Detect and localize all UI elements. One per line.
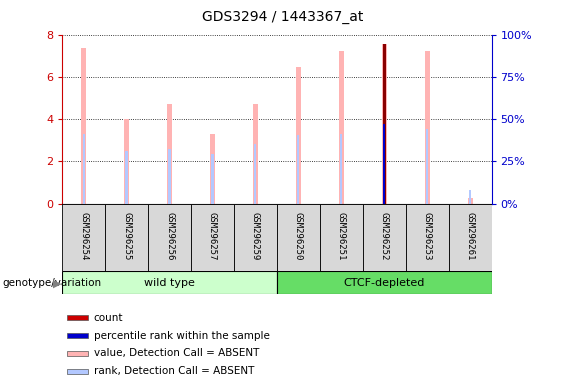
Bar [320, 204, 363, 271]
Bar [105, 204, 148, 271]
Bar [62, 271, 277, 294]
Bar [234, 204, 277, 271]
Bar [191, 204, 234, 271]
Bar [167, 104, 172, 204]
Bar [467, 198, 473, 204]
Bar [81, 48, 86, 204]
Text: CTCF-depleted: CTCF-depleted [344, 278, 425, 288]
Bar [424, 51, 430, 204]
Bar [254, 144, 257, 204]
Bar [67, 369, 88, 374]
Bar [340, 134, 342, 204]
Bar [67, 316, 88, 320]
Text: rank, Detection Call = ABSENT: rank, Detection Call = ABSENT [94, 366, 254, 376]
Text: GSM296255: GSM296255 [122, 212, 131, 260]
Text: GSM296257: GSM296257 [208, 212, 217, 260]
Text: count: count [94, 313, 123, 323]
Bar [62, 204, 105, 271]
Text: wild type: wild type [144, 278, 195, 288]
Bar [210, 134, 215, 204]
Bar [406, 204, 449, 271]
Text: percentile rank within the sample: percentile rank within the sample [94, 331, 270, 341]
Text: GSM296254: GSM296254 [79, 212, 88, 260]
Text: ▶: ▶ [53, 278, 61, 288]
Bar [426, 129, 428, 204]
Text: genotype/variation: genotype/variation [3, 278, 102, 288]
Bar [211, 154, 214, 204]
Bar [338, 51, 344, 204]
Text: GSM296251: GSM296251 [337, 212, 346, 260]
Bar [277, 204, 320, 271]
Bar [297, 135, 299, 204]
Bar [67, 333, 88, 338]
Bar [82, 134, 85, 204]
Text: GSM296250: GSM296250 [294, 212, 303, 260]
Text: GSM296253: GSM296253 [423, 212, 432, 260]
Bar [277, 271, 492, 294]
Text: value, Detection Call = ABSENT: value, Detection Call = ABSENT [94, 348, 259, 358]
Bar [469, 190, 471, 204]
Bar [67, 351, 88, 356]
Text: GSM296256: GSM296256 [165, 212, 174, 260]
Text: GSM296261: GSM296261 [466, 212, 475, 260]
Text: GSM296252: GSM296252 [380, 212, 389, 260]
Bar [383, 124, 385, 204]
Bar [124, 119, 129, 204]
Bar [295, 67, 301, 204]
Text: GDS3294 / 1443367_at: GDS3294 / 1443367_at [202, 10, 363, 23]
Bar [168, 149, 171, 204]
Text: GSM296259: GSM296259 [251, 212, 260, 260]
Bar [125, 151, 128, 204]
Bar [148, 204, 191, 271]
Bar [383, 44, 386, 204]
Bar [363, 204, 406, 271]
Bar [449, 204, 492, 271]
Bar [381, 44, 387, 204]
Bar [253, 104, 258, 204]
